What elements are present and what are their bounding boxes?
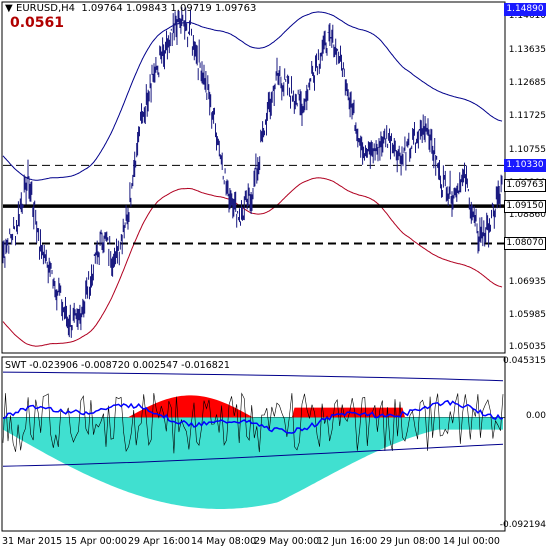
indicator-value: 0.0561 <box>10 15 65 31</box>
indicator-axis-label: 0.045315 <box>503 356 546 366</box>
price-bars <box>2 7 503 338</box>
time-axis-label: 29 Apr 16:00 <box>128 536 190 547</box>
time-axis-label: 12 Jun 16:00 <box>317 536 378 547</box>
price-axis-label: 1.11725 <box>508 111 546 122</box>
time-axis-label: 31 Mar 2015 <box>2 536 63 547</box>
price-axis-label: 1.13635 <box>508 45 546 56</box>
price-axis-label: 1.08860 <box>508 210 546 221</box>
swt-negative-area <box>3 417 503 509</box>
time-axis-label: 15 Apr 00:00 <box>65 536 127 547</box>
time-axis-label: 29 Jun 08:00 <box>380 536 441 547</box>
price-tag-upper: 1.10330 <box>504 159 546 173</box>
price-axis-label: 1.06935 <box>508 276 546 287</box>
swt-upper-bound <box>2 371 504 382</box>
price-axis-label: 1.10755 <box>508 144 546 155</box>
indicator-axis-label: 0.00 <box>525 411 546 422</box>
price-tag-current: 1.09763 <box>504 178 546 192</box>
swt-signal-line <box>2 392 504 454</box>
price-axis-label: 1.05985 <box>508 309 546 320</box>
time-axis-label: 29 May 00:00 <box>254 536 320 547</box>
price-axis-label: 1.12685 <box>508 77 546 88</box>
indicator-panel-frame <box>1 356 506 532</box>
swt-positive-area <box>3 395 503 418</box>
swt-lower-bound <box>2 443 504 467</box>
indicator-axis-label: -0.092194 <box>499 520 546 530</box>
price-panel-frame <box>1 1 506 354</box>
swt-indicator-line: SWT -0.023906 -0.008720 0.002547 -0.0168… <box>5 360 230 371</box>
lower-envelope-line <box>2 177 503 347</box>
price-axis-label: 1.05035 <box>508 342 546 353</box>
upper-envelope-line <box>2 11 503 181</box>
swt-main-line <box>2 399 504 434</box>
price-tag-support: 1.09150 <box>504 200 546 214</box>
symbol-dropdown-icon[interactable]: ▼ <box>5 3 13 14</box>
symbol-info-line: EURUSD,H4 1.09764 1.09843 1.09719 1.0976… <box>16 3 257 14</box>
price-axis-label: 1.14610 <box>508 11 546 22</box>
time-axis-label: 14 Jul 00:00 <box>443 536 500 547</box>
time-axis-label: 14 May 08:00 <box>191 536 257 547</box>
price-tag-lower: 1.08070 <box>504 237 546 251</box>
price-tag-high: 1.14890 <box>504 3 546 16</box>
